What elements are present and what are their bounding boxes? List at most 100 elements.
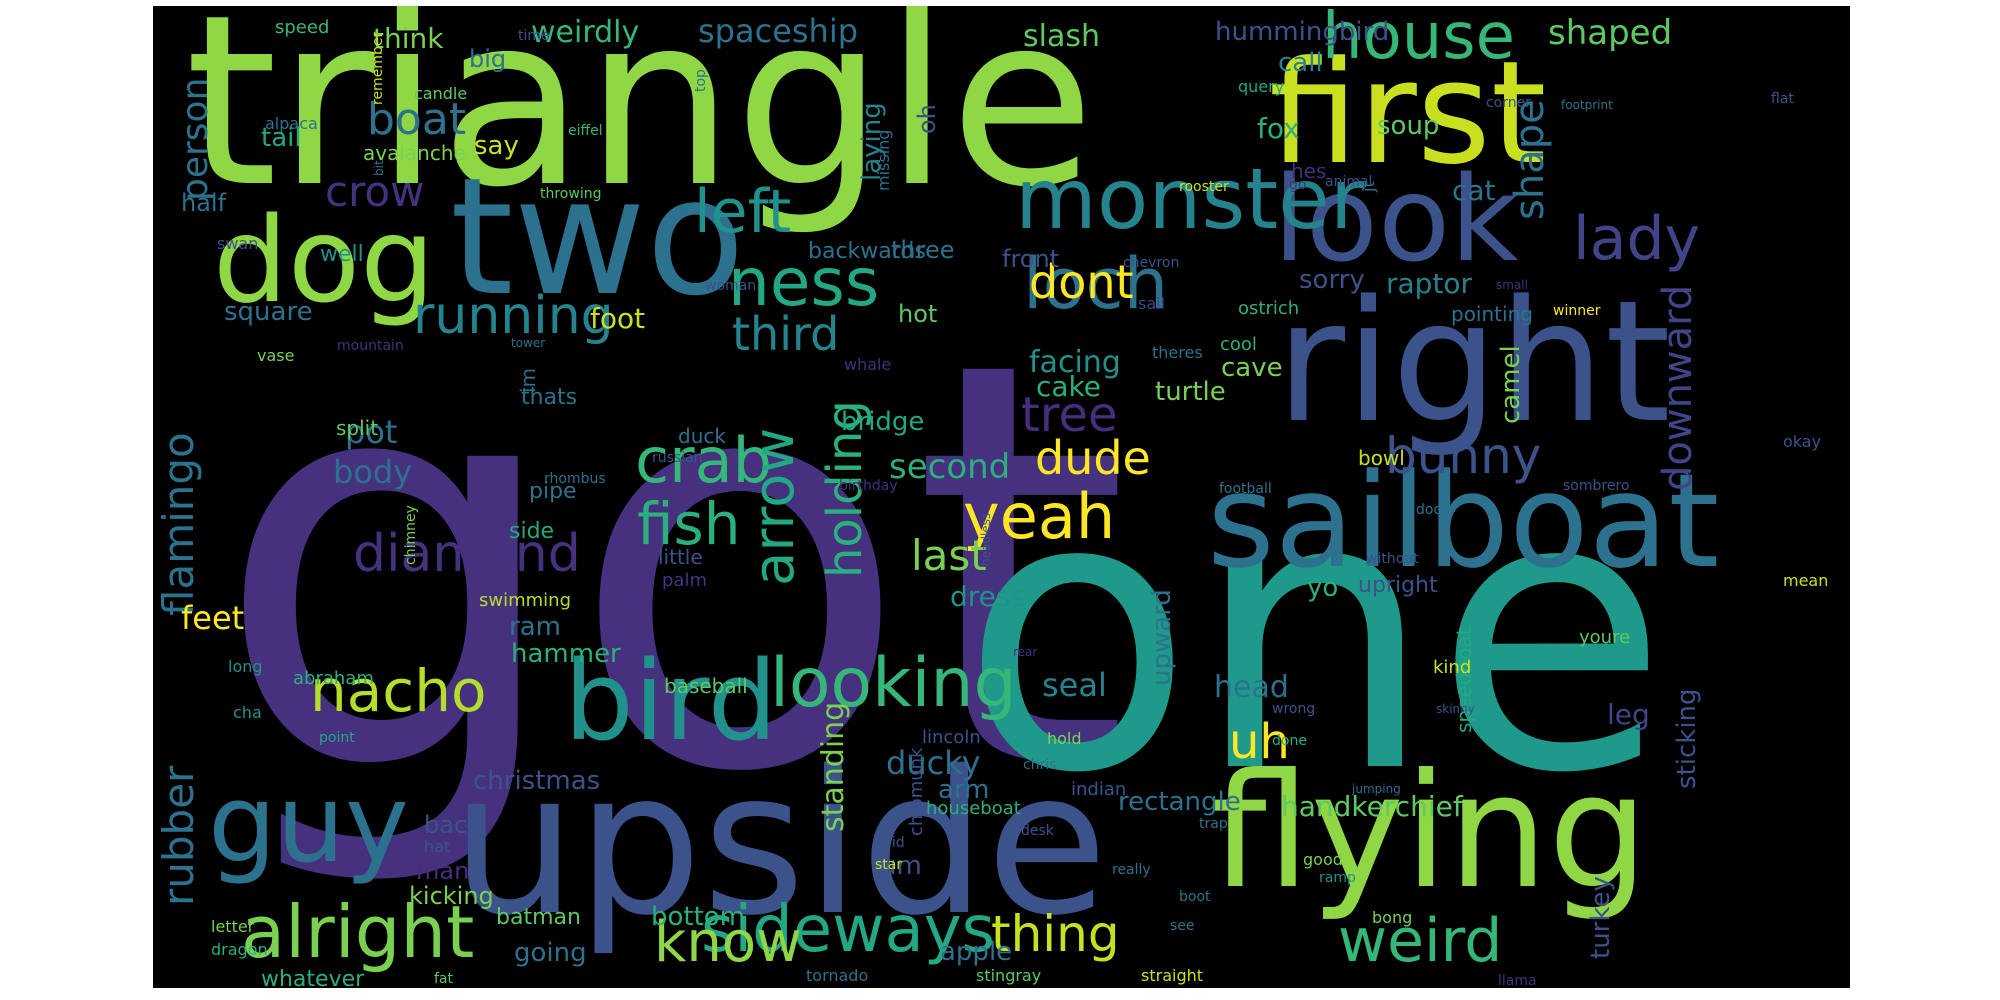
word-thats: thats [521,385,577,410]
word-well: well [320,242,364,267]
word-uh: uh [1229,714,1290,770]
word-thing: thing [991,905,1120,963]
word-tree: tree [1021,387,1118,443]
word-hold: hold [1047,729,1082,748]
word-house: house [1322,6,1515,74]
word-weird: weird [1338,906,1502,976]
word-back: back [424,811,481,839]
word-holding: holding [817,400,873,578]
word-football: football [1219,481,1272,497]
word-leg: leg [1607,698,1650,731]
word-bowl: bowl [1358,446,1405,470]
word-upside: upside [451,728,1108,959]
word-remember: remember [370,32,386,105]
word-ram: ram [509,612,561,642]
word-swan: swan [217,234,258,253]
word-candle: candle [414,84,467,103]
word-cave: cave [1221,353,1283,383]
word-know: know [654,910,802,975]
word-sideways: sideways [701,893,995,967]
word-say: say [474,131,519,161]
word-skinny: skinny [1436,702,1475,716]
word-right: right [1276,264,1671,460]
word-two: two [450,144,745,332]
word-pot: pot [345,413,397,451]
word-christmas: christmas [473,766,600,796]
word-russian: russian [652,450,703,466]
word-stingray: stingray [976,966,1041,985]
word-duck: duck [678,424,726,448]
word-square: square [224,297,313,327]
word-hummingbird: hummingbird [1215,17,1389,47]
word-headless: headless [979,513,993,566]
word-looking: looking [770,644,1017,723]
word-star: star [875,857,902,873]
word-straight: straight [1141,966,1203,985]
word-ness: ness [728,244,879,321]
word-without: without [1366,551,1419,567]
word-go: go [1289,177,1306,193]
word-whale: whale [844,355,891,374]
word-weirdly: weirdly [531,15,639,50]
word-one: one [961,413,1668,856]
word-done: done [1272,733,1307,749]
word-upward: upward [1147,589,1177,686]
word-avalanche: avalanche [363,141,466,165]
word-loch: loch [1023,243,1168,325]
word-rear: rear [1013,645,1037,659]
word-houseboat: houseboat [926,798,1021,819]
word-cat: cat [1452,174,1496,207]
word-sailboat: sailboat [1207,445,1719,597]
word-arm: arm [938,775,990,805]
word-really: really [1112,862,1151,878]
word-top: top [693,69,709,92]
word-split: split [336,416,378,440]
word-diamond: diamond [353,524,581,584]
word-lincoln: lincoln [922,727,981,748]
word-head: head [1214,670,1289,705]
word-bit: bit [372,160,386,176]
word-sombrero: sombrero [1563,478,1629,494]
word-front: front [1002,245,1059,273]
word-dude: dude [1035,431,1151,485]
word-cool: cool [1220,334,1257,355]
word-oh: oh [913,104,941,134]
word-see: see [1170,918,1195,934]
word-baseball: baseball [664,674,748,698]
word-rubber: rubber [154,765,203,906]
word-cloud: got triangle one upside first two right flying s… [153,6,1850,988]
word-bottom: bottom [651,902,745,932]
word-okay: okay [1783,432,1821,451]
word-door: door [1416,502,1448,518]
word-turkey: turkey [1586,876,1616,959]
word-camel: camel [1496,345,1526,424]
word-bunny: bunny [1385,427,1541,485]
word-facing: facing [1029,345,1121,380]
word-slash: slash [1023,19,1100,54]
word-indian: indian [1071,779,1126,800]
word-kicking: kicking [409,882,494,910]
word-alright: alright [241,890,474,974]
word-palm: palm [662,570,707,591]
word-crab: crab [635,424,772,497]
word-dress: dress [950,580,1025,613]
word-good: good [1303,850,1343,869]
word-footprint: footprint [1561,98,1613,112]
word-yo: yo [1307,573,1338,603]
word-downward: downward [1655,285,1701,491]
word-tower: tower [511,336,545,350]
word-arrow: arrow [742,428,807,586]
word-handkerchief: handkerchief [1281,790,1464,823]
word-sail: sail [1138,294,1165,313]
word-first: first [1269,31,1546,196]
word-whatever: whatever [261,967,365,988]
word-chris: chris [1023,757,1057,773]
word-woman: woman [705,278,756,294]
word-think: think [373,22,444,55]
word-im: im [516,368,540,393]
word-going: going [514,938,587,968]
word-jumping: jumping [1351,782,1401,796]
word-fox: fox [1257,112,1300,145]
word-llama: llama [1498,973,1537,988]
word-long: long [228,657,263,676]
